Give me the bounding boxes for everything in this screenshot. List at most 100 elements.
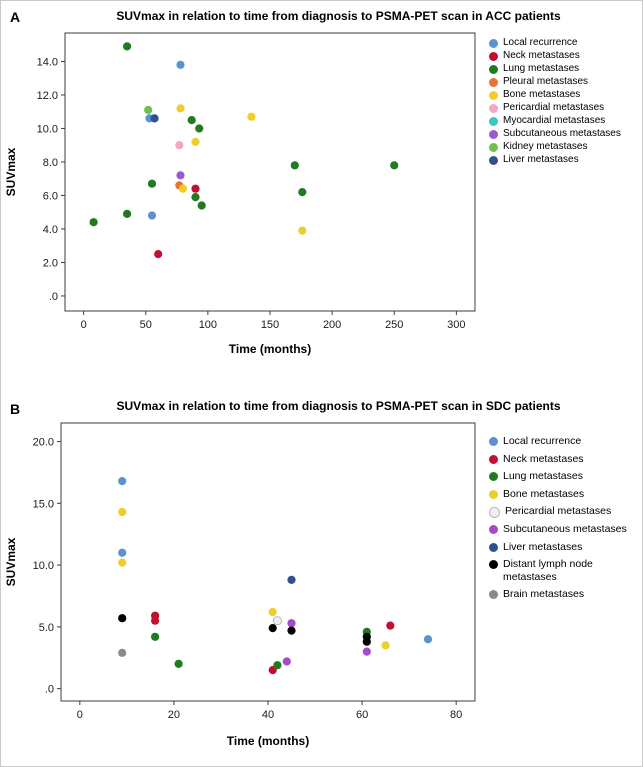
legend-label: Pleural metastases — [503, 76, 589, 87]
legend-item: Brain metastases — [489, 588, 641, 601]
data-point — [123, 42, 132, 51]
legend-label: Pericardial metastases — [505, 505, 612, 517]
data-point — [290, 161, 299, 170]
data-point — [118, 507, 127, 517]
data-point — [282, 657, 291, 666]
data-point — [175, 141, 184, 150]
data-point — [287, 575, 296, 584]
data-point — [423, 635, 433, 644]
y-tick-label: 8.0 — [43, 157, 58, 169]
panel-a-label: A — [10, 9, 21, 25]
legend-dot — [489, 542, 498, 552]
legend-label: Kidney metastases — [503, 141, 588, 152]
legend-label: Subcutaneous metastases — [503, 523, 627, 535]
panel-b-label: B — [10, 401, 21, 417]
legend-dot — [489, 52, 498, 61]
data-point — [118, 477, 127, 486]
y-tick-label: 10.0 — [37, 123, 58, 135]
data-point — [123, 209, 132, 218]
x-axis-title: Time (months) — [227, 734, 309, 748]
x-tick-label: 150 — [261, 319, 279, 331]
y-tick-label: 5.0 — [39, 622, 54, 634]
legend-dot — [489, 507, 500, 518]
legend-label: Subcutaneous metastases — [503, 128, 621, 139]
legend-item: Myocardial metastases — [489, 115, 641, 127]
x-tick-label: 0 — [81, 319, 87, 331]
panel-b-title: SUVmax in relation to time from diagnosi… — [116, 399, 561, 413]
data-point — [197, 201, 206, 210]
plot-area — [64, 32, 476, 312]
legend-label: Liver metastases — [503, 540, 583, 553]
data-point — [150, 114, 159, 123]
legend-item: Local recurrence — [489, 37, 641, 49]
legend-item: Bone metastases — [489, 488, 641, 501]
data-point — [195, 124, 204, 133]
data-point — [187, 116, 196, 125]
data-point — [298, 188, 307, 197]
legend-label: Brain metastases — [503, 588, 585, 600]
legend-label: Bone metastases — [503, 487, 585, 500]
data-point — [176, 171, 185, 180]
legend-dot — [489, 454, 498, 464]
x-tick-label: 80 — [450, 709, 462, 721]
y-tick-label: .0 — [49, 291, 58, 303]
data-point — [191, 184, 200, 193]
data-point — [268, 607, 277, 617]
legend-label: Myocardial metastases — [503, 115, 606, 126]
data-point — [362, 637, 371, 646]
panel-a-body: 0 50 100 150 200 250 300 14.0 12.0 10.0 8.0 6.0 4.0 2… — [1, 25, 642, 363]
legend-label: Liver metastases — [503, 154, 579, 165]
legend-label: Neck metastases — [503, 50, 580, 61]
legend-dot — [489, 525, 498, 534]
legend-item: Kidney metastases — [489, 141, 641, 153]
y-tick-label: 12.0 — [37, 90, 58, 102]
data-point — [118, 558, 127, 567]
y-tick-label: 10.0 — [33, 560, 54, 572]
legend-dot — [489, 590, 498, 599]
data-point — [273, 661, 282, 670]
x-tick-label: 20 — [168, 709, 180, 721]
data-point — [147, 179, 157, 188]
data-point — [268, 624, 277, 633]
y-tick-label: 6.0 — [43, 190, 58, 202]
legend-item: Pericardial metastases — [489, 102, 641, 114]
panel-a-chart: 0 50 100 150 200 250 300 14.0 12.0 10.0 8.0 6.0 4.0 2… — [4, 32, 476, 356]
data-point — [362, 647, 371, 656]
panel-b-legend: Local recurrence Neck metastases Lung meta… — [489, 415, 641, 606]
y-tick-label: .0 — [45, 684, 54, 696]
plot-area — [60, 422, 476, 702]
legend-dot — [489, 156, 498, 165]
data-point — [151, 616, 160, 625]
data-point — [191, 193, 200, 202]
legend-label: Bone metastases — [503, 89, 581, 100]
data-point — [154, 250, 163, 259]
legend-dot — [489, 472, 498, 481]
y-tick-label: 14.0 — [37, 56, 58, 68]
legend-label: Lung metastases — [503, 63, 580, 74]
x-tick-label: 250 — [385, 319, 403, 331]
legend-label: Pericardial metastases — [503, 102, 605, 113]
legend-item: Lung metastases — [489, 63, 641, 75]
legend-dot — [489, 437, 498, 446]
data-point — [176, 60, 185, 69]
x-tick-label: 0 — [77, 709, 83, 721]
x-tick-label: 300 — [447, 319, 465, 331]
panel-a-title: SUVmax in relation to time from diagnosi… — [116, 9, 561, 23]
legend-item: Liver metastases — [489, 541, 641, 554]
legend-item: Neck metastases — [489, 50, 641, 62]
data-point — [178, 184, 188, 193]
data-point — [298, 226, 307, 235]
x-tick-label: 40 — [262, 709, 274, 721]
y-tick-label: 15.0 — [33, 498, 54, 510]
legend-dot — [489, 560, 498, 569]
legend-item: Lung metastases — [489, 470, 641, 483]
panel-a: A SUVmax in relation to time from diagno… — [1, 1, 642, 363]
panel-b: B SUVmax in relation to time from diagno… — [1, 369, 642, 755]
legend-item: Subcutaneous metastases — [489, 128, 641, 140]
legend-item: Distant lymph node metastases — [489, 558, 641, 583]
legend-item: Subcutaneous metastases — [489, 523, 641, 536]
data-point — [151, 632, 160, 641]
data-point — [144, 105, 153, 115]
legend-item: Pericardial metastases — [489, 505, 641, 518]
